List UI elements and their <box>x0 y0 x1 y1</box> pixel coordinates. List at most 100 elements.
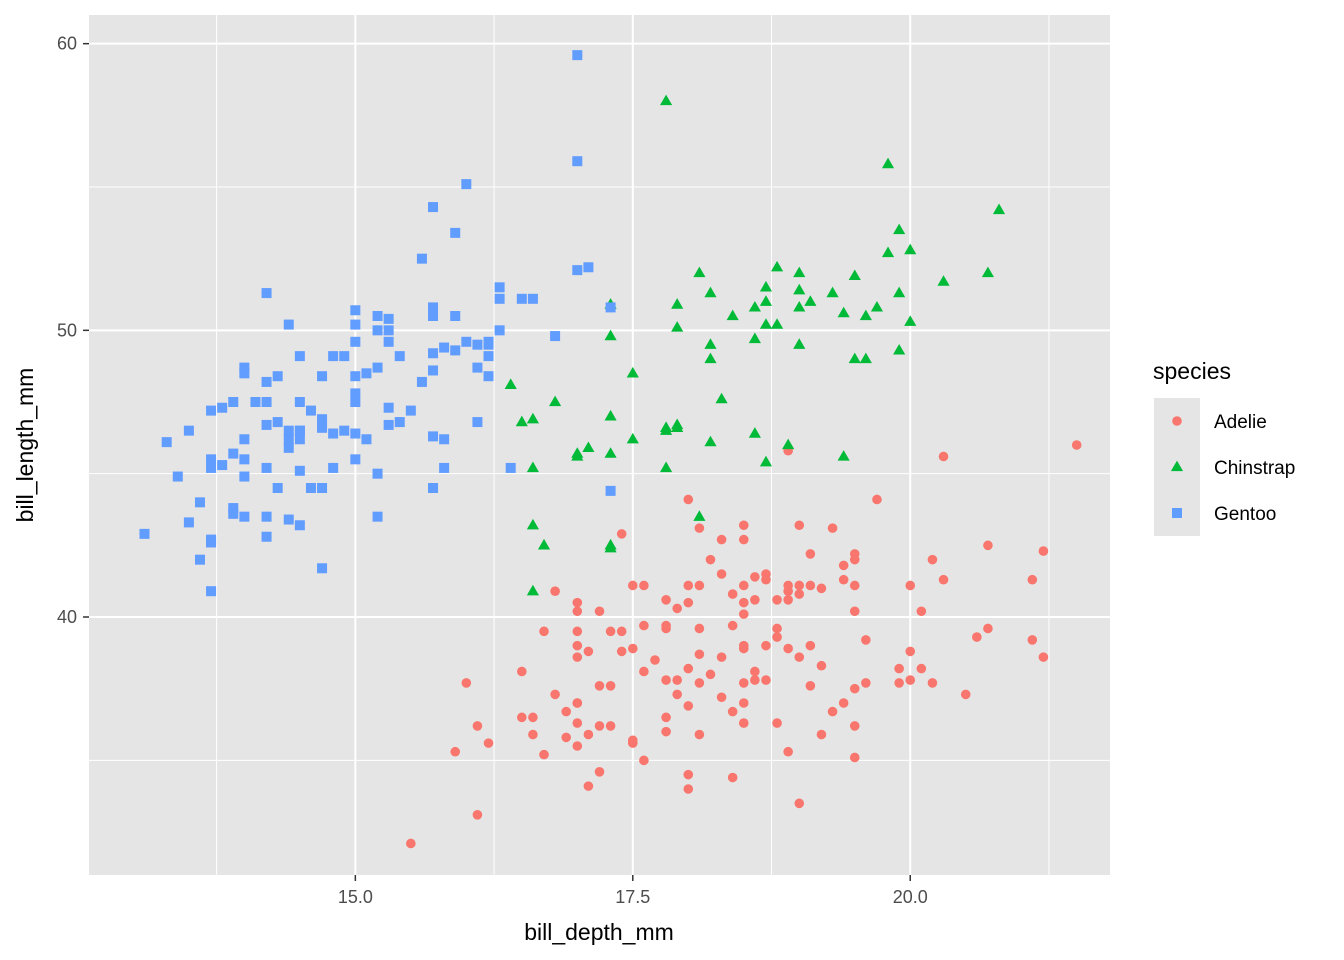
adelie-point <box>750 595 760 605</box>
adelie-point <box>783 643 793 654</box>
adelie-point <box>539 626 549 637</box>
adelie-point <box>750 675 760 685</box>
adelie-point <box>683 769 694 780</box>
gentoo-point <box>317 371 328 382</box>
adelie-point <box>694 623 705 634</box>
adelie-point <box>938 451 949 462</box>
chinstrap-point <box>793 283 806 295</box>
chinstrap-point <box>859 309 872 321</box>
adelie-point <box>572 741 583 751</box>
adelie-point <box>761 675 771 685</box>
chinstrap-point <box>981 266 995 278</box>
adelie-point <box>894 678 904 688</box>
gentoo-point <box>161 437 172 448</box>
chinstrap-point <box>571 447 584 458</box>
gentoo-point <box>416 376 427 387</box>
chinstrap-point <box>881 246 895 258</box>
chinstrap-point <box>748 332 761 344</box>
adelie-point <box>472 810 483 820</box>
adelie-point <box>838 698 849 708</box>
adelie-point <box>583 729 594 740</box>
legend-key-chinstrap-icon <box>1170 460 1184 472</box>
adelie-point <box>983 623 993 634</box>
chinstrap-point <box>671 321 684 332</box>
chinstrap-point <box>770 318 784 329</box>
gentoo-point <box>272 417 283 428</box>
gentoo-point <box>505 462 516 473</box>
adelie-point <box>794 652 805 662</box>
gentoo-point <box>372 511 383 522</box>
adelie-point <box>583 781 594 791</box>
adelie-point <box>627 738 638 748</box>
gentoo-point <box>439 434 450 445</box>
adelie-point <box>650 655 660 665</box>
adelie-point <box>517 712 527 723</box>
chinstrap-point <box>904 315 917 326</box>
gentoo-point <box>450 345 461 356</box>
adelie-point <box>783 746 793 757</box>
y-axis-title: bill_length_mm <box>12 368 38 523</box>
adelie-point <box>528 729 538 740</box>
gentoo-point <box>217 460 228 471</box>
adelie-point <box>983 540 993 551</box>
gentoo-point <box>239 454 250 465</box>
chinstrap-point <box>870 301 884 312</box>
adelie-point <box>794 589 805 599</box>
adelie-point <box>805 640 816 651</box>
adelie-point <box>472 721 483 731</box>
gentoo-point <box>283 319 294 330</box>
gentoo-point <box>550 331 561 342</box>
adelie-point <box>561 732 572 743</box>
adelie-point <box>794 798 805 809</box>
gentoo-point <box>261 511 272 522</box>
gentoo-point <box>428 365 439 376</box>
chinstrap-point <box>526 461 539 473</box>
y-axis: 40 50 60 <box>57 34 89 627</box>
adelie-point <box>761 640 771 651</box>
adelie-point <box>594 681 605 691</box>
adelie-point <box>517 666 527 677</box>
adelie-point <box>783 580 793 591</box>
adelie-point <box>727 706 738 717</box>
gentoo-point <box>527 293 538 304</box>
adelie-point <box>616 626 627 637</box>
adelie-point <box>605 626 616 637</box>
gentoo-point <box>439 462 450 473</box>
chinstrap-point <box>704 338 717 349</box>
gentoo-point <box>283 442 294 453</box>
gentoo-point <box>372 311 383 321</box>
gentoo-point <box>317 422 328 433</box>
gentoo-point <box>228 448 239 459</box>
adelie-point <box>572 652 583 662</box>
adelie-point <box>905 675 916 685</box>
gentoo-point <box>328 462 339 473</box>
gentoo-point <box>317 414 328 425</box>
chinstrap-point <box>759 280 773 292</box>
chinstrap-point <box>660 94 673 106</box>
gentoo-point <box>405 405 416 416</box>
gentoo-point <box>428 202 439 213</box>
chinstrap-point <box>604 409 617 421</box>
adelie-point <box>605 681 616 691</box>
gentoo-point <box>350 397 361 407</box>
legend-label-adelie: Adelie <box>1214 412 1267 433</box>
adelie-point <box>461 678 472 688</box>
adelie-point <box>727 589 738 599</box>
adelie-point <box>772 718 782 728</box>
legend-label-chinstrap: Chinstrap <box>1214 458 1295 479</box>
adelie-point <box>1038 546 1049 556</box>
gentoo-point <box>261 419 272 430</box>
gentoo-point <box>317 483 328 493</box>
chinstrap-point <box>715 392 728 404</box>
gentoo-point <box>328 428 339 439</box>
adelie-point <box>1027 574 1038 585</box>
chinstrap-point <box>660 424 673 435</box>
gentoo-point <box>228 503 239 514</box>
legend-key-adelie-icon <box>1172 416 1182 426</box>
gentoo-point <box>328 351 339 362</box>
gentoo-point <box>172 471 183 482</box>
chinstrap-point <box>893 223 906 235</box>
adelie-point <box>960 689 971 700</box>
adelie-point <box>627 580 638 591</box>
adelie-point <box>750 666 760 677</box>
